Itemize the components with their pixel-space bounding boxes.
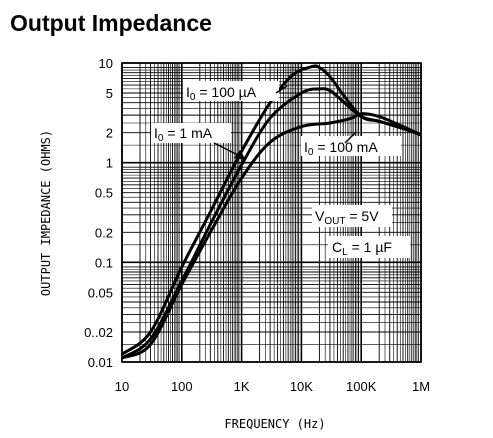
curves [121, 64, 422, 360]
grid [121, 62, 422, 363]
y-tick-label: 1 [106, 156, 113, 171]
io-100ma-pointer [344, 131, 357, 144]
annotation-io-100ma-label: I0 = 100 mA [304, 139, 378, 158]
x-tick-label: 10 [115, 379, 129, 394]
x-tick-labels: 10 100 1K 10K 100K 1M [115, 379, 430, 394]
plot-frame [121, 62, 422, 363]
x-tick-label: 10K [290, 379, 313, 394]
io-1ma-arrowhead [234, 150, 246, 160]
y-tick-label: 0..02 [84, 325, 113, 340]
chart-title: Output Impedance [10, 10, 212, 36]
y-tick-label: 2 [106, 126, 113, 141]
x-tick-label: 1K [234, 379, 250, 394]
x-axis-label: FREQUENCY (Hz) [224, 417, 325, 431]
y-tick-label: 0.01 [88, 355, 113, 370]
y-tick-label: 5 [106, 86, 113, 101]
series-line-2 [121, 87, 422, 360]
x-tick-label: 100K [346, 379, 377, 394]
x-tick-label: 100 [171, 379, 193, 394]
annotation-io-100ua-label: I0 = 100 µA [186, 84, 257, 103]
y-axis-label: OUTPUT IMPEDANCE (OHMS) [39, 130, 53, 296]
annotation-vout: VOUT = 5V [312, 205, 392, 227]
y-tick-label: 0.1 [95, 255, 113, 270]
io-100ua-pointer [275, 85, 288, 94]
io-1ma-pointer [213, 142, 239, 156]
y-tick-labels: 10 5 2 1 0.5 0.2 0.1 0.05 0..02 0.01 [84, 56, 113, 370]
y-tick-label: 0.2 [95, 225, 113, 240]
series-line-3 [121, 112, 422, 360]
annotation-io-1ma-label: I0 = 1 mA [154, 125, 213, 144]
annotation-io-100ma: I0 = 100 mA [301, 136, 401, 158]
x-tick-label: 1M [412, 379, 430, 394]
annotation-io-1ma: I0 = 1 mA [151, 123, 231, 144]
annotation-cl-label: CL = 1 µF [332, 239, 392, 258]
y-tick-label: 0.5 [95, 186, 113, 201]
annotation-cl: CL = 1 µF [328, 236, 410, 258]
y-tick-label: 0.05 [88, 285, 113, 300]
y-tick-label: 10 [99, 56, 113, 71]
annotation-io-100ua: I0 = 100 µA [183, 81, 279, 103]
